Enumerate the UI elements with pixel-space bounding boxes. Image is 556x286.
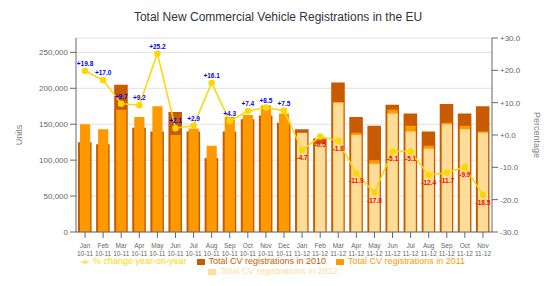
html-text:Total New Commercial Vehicle R: Total New Commercial Vehicle Registratio…	[133, 10, 423, 24]
svg-text:Jul11-12: Jul11-12	[403, 242, 420, 257]
svg-text:Sep10-11: Sep10-11	[222, 242, 239, 257]
svg-text:Dec10-11: Dec10-11	[276, 242, 293, 257]
svg-text:Aug10-11: Aug10-11	[204, 242, 221, 257]
svg-text:+20.0: +20.0	[500, 66, 521, 75]
svg-text:+7.5: +7.5	[278, 100, 291, 107]
svg-text:Jul10-11: Jul10-11	[185, 242, 202, 257]
svg-text:-17.8: -17.8	[367, 197, 382, 204]
svg-text:Jun11-12: Jun11-12	[384, 242, 401, 257]
svg-text:+9.2: +9.2	[133, 94, 146, 101]
svg-text:Sep11-12: Sep11-12	[439, 242, 456, 257]
svg-text:Jun10-11: Jun10-11	[167, 242, 184, 257]
svg-text:-1.8: -1.8	[333, 145, 345, 152]
svg-text:Feb11-12: Feb11-12	[312, 242, 329, 257]
svg-text:-0.5: -0.5	[315, 141, 327, 148]
svg-text:Aug11-12: Aug11-12	[421, 242, 438, 257]
svg-text:+17.0: +17.0	[95, 69, 112, 76]
svg-text:Jan11-12: Jan11-12	[294, 242, 311, 257]
svg-text:+4.3: +4.3	[223, 110, 236, 117]
svg-text:Nov10-11: Nov10-11	[258, 242, 275, 257]
svg-text:+16.1: +16.1	[203, 72, 220, 79]
svg-text:Jan10-11: Jan10-11	[77, 242, 94, 257]
svg-text:May10-11: May10-11	[149, 242, 166, 257]
svg-text:-20.0: -20.0	[500, 196, 519, 205]
svg-text:-5.1: -5.1	[405, 155, 417, 162]
svg-text:Units: Units	[14, 124, 24, 145]
svg-text:Apr10-11: Apr10-11	[131, 242, 148, 257]
svg-text:-12.4: -12.4	[421, 179, 436, 186]
svg-text:250,000: 250,000	[39, 48, 68, 57]
svg-text:May11-12: May11-12	[366, 242, 383, 257]
svg-text:Feb10-11: Feb10-11	[95, 242, 112, 257]
svg-text:-18.5: -18.5	[476, 199, 491, 206]
svg-text:0: 0	[64, 228, 69, 237]
svg-text:+19.8: +19.8	[77, 60, 94, 67]
svg-text:Percentage: Percentage	[532, 112, 542, 158]
html-text:% change year-on-year: % change year-on-year	[93, 256, 187, 266]
svg-text:-10.0: -10.0	[500, 163, 519, 172]
svg-text:-5.1: -5.1	[387, 155, 399, 162]
svg-text:+0.0: +0.0	[500, 131, 516, 140]
svg-text:-9.9: -9.9	[459, 171, 471, 178]
html-text:Total CV registrations in 2012: Total CV registrations in 2012	[220, 266, 338, 276]
svg-text:200,000: 200,000	[39, 84, 68, 93]
svg-text:+7.4: +7.4	[241, 100, 254, 107]
html-text:Total CV registrations in 2010: Total CV registrations in 2010	[208, 256, 327, 266]
svg-text:Oct11-12: Oct11-12	[457, 242, 474, 257]
svg-text:Nov11-12: Nov11-12	[475, 242, 492, 257]
svg-text:+2.9: +2.9	[187, 115, 200, 122]
svg-text:+25.2: +25.2	[149, 43, 166, 50]
svg-text:+2.1: +2.1	[169, 117, 182, 124]
svg-text:-11.7: -11.7	[440, 177, 455, 184]
svg-text:+9.7: +9.7	[115, 93, 128, 100]
svg-text:50,000: 50,000	[44, 192, 69, 201]
html-text:Total CV registrations in 2011: Total CV registrations in 2011	[348, 256, 465, 266]
svg-text:+30.0: +30.0	[500, 34, 521, 43]
svg-text:Mar11-12: Mar11-12	[330, 242, 347, 257]
svg-text:-11.9: -11.9	[349, 177, 364, 184]
svg-text:Apr11-12: Apr11-12	[348, 242, 365, 257]
svg-text:Oct10-11: Oct10-11	[240, 242, 257, 257]
svg-text:150,000: 150,000	[39, 120, 68, 129]
svg-text:-30.0: -30.0	[500, 228, 519, 237]
svg-text:-4.7: -4.7	[296, 154, 308, 161]
svg-text:+10.0: +10.0	[500, 99, 521, 108]
svg-text:+8.5: +8.5	[259, 97, 272, 104]
svg-text:Mar10-11: Mar10-11	[113, 242, 130, 257]
svg-text:100,000: 100,000	[39, 156, 68, 165]
